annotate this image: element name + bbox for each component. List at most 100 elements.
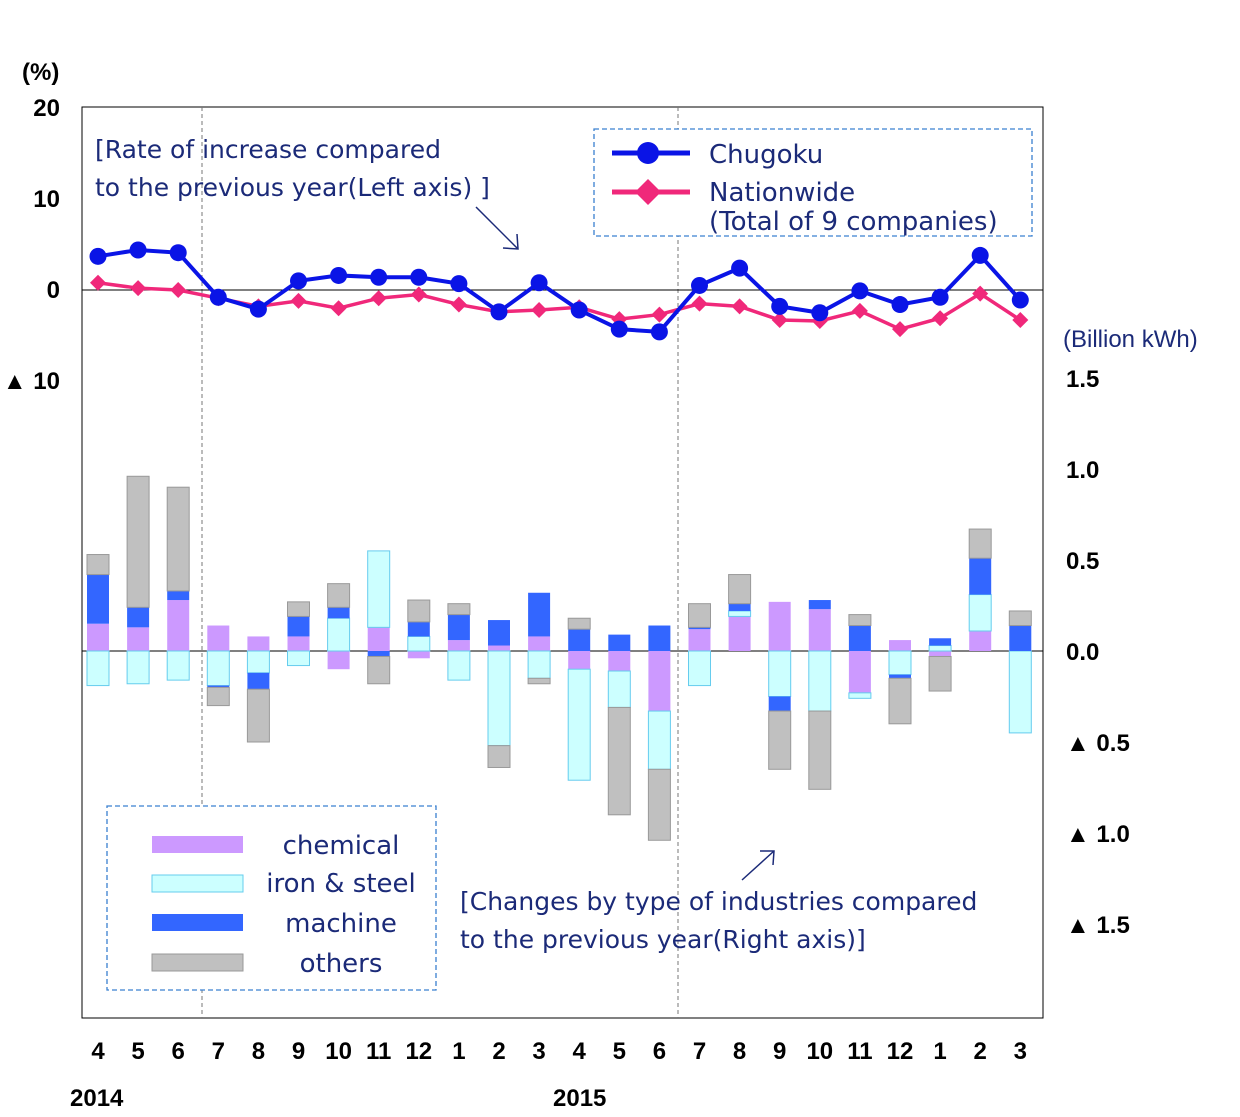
- bar-machine-21: [929, 638, 952, 646]
- bar-layer: [86, 475, 1032, 841]
- bar-others-17: [768, 710, 792, 770]
- bar-others-20: [888, 677, 912, 725]
- x-tick-label-14: 6: [653, 1038, 666, 1065]
- bar-iron-steel-17: [768, 650, 792, 697]
- x-tick-label-0: 4: [91, 1038, 105, 1065]
- left-tick-label-1: 10: [33, 186, 60, 213]
- year-label-2015: 2015: [553, 1085, 606, 1112]
- point-nationwide-16: [731, 298, 748, 315]
- bar-machine-22: [969, 558, 992, 595]
- line-legend: Chugoku Nationwide (Total of 9 companies…: [593, 128, 1033, 237]
- bar-chemical-1: [127, 627, 150, 651]
- point-chugoku-19: [851, 282, 869, 300]
- bar-iron-steel-0: [86, 650, 110, 687]
- bar-machine-13: [608, 634, 631, 651]
- bar-others-16: [728, 574, 752, 605]
- point-nationwide-19: [851, 302, 868, 319]
- bar-iron-steel-7: [367, 550, 391, 628]
- bar-machine-0: [87, 574, 109, 624]
- bar-iron-steel-5: [287, 650, 310, 667]
- bar-chemical-20: [889, 640, 911, 651]
- left-tick-label-3: ▲ 10: [3, 368, 60, 395]
- point-chugoku-16: [731, 259, 749, 277]
- bar-others-4: [246, 688, 270, 743]
- point-chugoku-8: [410, 268, 428, 286]
- bar-others-14: [647, 768, 671, 841]
- legend-chugoku-label: Chugoku: [709, 140, 823, 170]
- point-nationwide-15: [691, 295, 708, 312]
- bar-others-15: [688, 603, 711, 628]
- point-chugoku-7: [370, 268, 388, 286]
- bar-iron-steel-19: [848, 692, 872, 699]
- point-chugoku-18: [811, 304, 829, 322]
- bar-chemical-7: [367, 627, 390, 651]
- legend-others-label: others: [300, 949, 383, 979]
- x-tick-label-7: 11: [366, 1038, 391, 1065]
- x-tick-label-15: 7: [693, 1038, 706, 1065]
- right-tick-label-3: 0.0: [1066, 639, 1099, 666]
- point-nationwide-17: [771, 312, 788, 329]
- point-chugoku-12: [570, 301, 588, 319]
- bar-iron-steel-2: [166, 650, 190, 681]
- bar-machine-12: [568, 629, 591, 651]
- x-tick-label-19: 11: [847, 1038, 872, 1065]
- line-legend-frame: [593, 128, 1033, 237]
- bar-iron-steel-8: [407, 635, 431, 652]
- bar-chemical-2: [167, 600, 190, 651]
- point-nationwide-9: [450, 296, 467, 313]
- point-nationwide-8: [410, 286, 427, 303]
- point-chugoku-5: [290, 272, 307, 290]
- bar-chemical-9: [447, 640, 470, 651]
- legend-nationwide-marker: [635, 179, 661, 205]
- bar-iron-steel-18: [808, 650, 832, 712]
- bar-machine-17: [768, 696, 791, 712]
- x-tick-label-22: 2: [974, 1038, 987, 1065]
- bar-machine-15: [688, 627, 711, 630]
- left-axis-note-line1: [Rate of increase compared: [95, 135, 441, 164]
- bar-machine-8: [407, 621, 430, 637]
- x-tick-label-23: 3: [1014, 1038, 1027, 1065]
- bar-others-22: [968, 528, 992, 559]
- point-chugoku-10: [490, 303, 508, 321]
- legend-nationwide-sublabel: (Total of 9 companies): [709, 207, 998, 237]
- right-tick-label-0: 1.5: [1066, 366, 1099, 393]
- point-nationwide-6: [330, 300, 347, 317]
- bar-chemical-21: [929, 651, 952, 657]
- bar-chemical-15: [688, 629, 711, 651]
- bar-iron-steel-1: [126, 650, 150, 685]
- bar-machine-3: [207, 685, 230, 688]
- bar-chemical-14: [648, 651, 671, 712]
- bar-others-9: [447, 603, 471, 616]
- point-chugoku-9: [450, 275, 468, 293]
- point-chugoku-11: [530, 274, 548, 292]
- bar-chemical-22: [969, 630, 992, 651]
- right-axis: 1.5 1.0 0.5 0.0 ▲ 0.5 ▲ 1.0 ▲ 1.5: [1066, 366, 1130, 939]
- left-axis: 20 10 0 ▲ 10: [3, 95, 60, 395]
- right-tick-label-1: 1.0: [1066, 457, 1099, 484]
- x-tick-label-12: 4: [573, 1038, 587, 1065]
- bar-machine-19: [848, 625, 871, 651]
- legend-others-swatch: [151, 953, 244, 972]
- point-chugoku-2: [169, 244, 187, 262]
- bar-machine-2: [167, 590, 190, 601]
- right-tick-label-4: ▲ 0.5: [1066, 730, 1130, 757]
- left-note-arrow: [475, 206, 519, 250]
- right-tick-label-6: ▲ 1.5: [1066, 912, 1130, 939]
- bar-chemical-13: [608, 651, 631, 672]
- bar-iron-steel-21: [928, 645, 952, 652]
- bar-iron-steel-13: [607, 670, 631, 708]
- bar-iron-steel-20: [888, 650, 912, 676]
- bar-iron-steel-11: [527, 650, 551, 679]
- left-tick-label-2: 0: [47, 277, 60, 304]
- point-nationwide-11: [531, 302, 548, 319]
- bar-iron-steel-22: [968, 594, 992, 632]
- bar-others-19: [848, 614, 872, 627]
- bar-machine-10: [488, 620, 510, 646]
- point-nationwide-5: [290, 292, 307, 309]
- x-tick-label-1: 5: [131, 1038, 144, 1065]
- right-axis-unit: (Billion kWh): [1063, 326, 1198, 353]
- x-tick-label-8: 12: [405, 1038, 432, 1065]
- left-axis-note-line2: to the previous year(Left axis) ]: [95, 173, 490, 202]
- bar-machine-11: [528, 592, 551, 637]
- x-tick-label-9: 1: [452, 1038, 465, 1065]
